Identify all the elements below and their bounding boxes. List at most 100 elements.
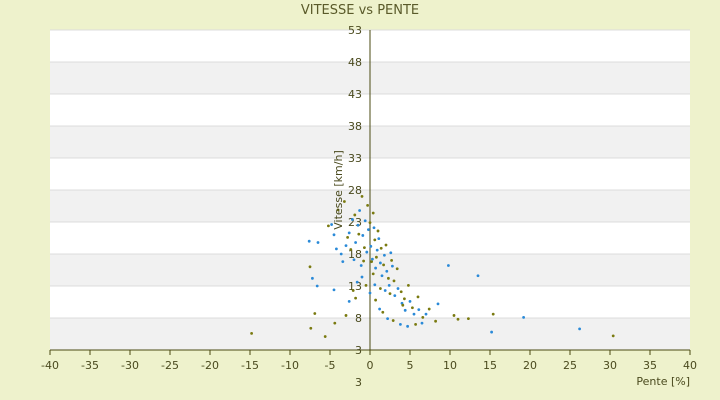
data-points [250, 195, 615, 338]
x-tick-marks [49, 350, 691, 355]
data-point [388, 292, 392, 296]
data-point [309, 326, 313, 330]
data-point [313, 312, 317, 315]
x-tick-label: 20 [523, 359, 537, 372]
data-point [359, 264, 363, 267]
data-point [369, 244, 373, 248]
data-point [344, 314, 348, 317]
data-point [452, 314, 456, 317]
data-point [391, 319, 395, 322]
data-point [368, 291, 372, 295]
y-tick-label: 28 [348, 184, 362, 197]
data-point [424, 312, 428, 316]
data-point [343, 200, 346, 203]
y-tick-label: 53 [348, 24, 362, 37]
y-tick-label: 18 [348, 248, 362, 261]
data-point [447, 264, 450, 267]
data-point [370, 260, 373, 264]
x-tick-label: -30 [121, 359, 139, 372]
data-point [401, 303, 405, 307]
y-tick-label: 23 [348, 216, 362, 229]
data-point [315, 284, 319, 288]
x-tick-label: 15 [483, 359, 497, 372]
data-point [411, 306, 414, 310]
x-tick-label: 10 [443, 359, 457, 372]
y-tick-label: 33 [348, 152, 362, 165]
y-axis-title: Vitesse [km/h] [332, 150, 345, 230]
data-point [308, 265, 312, 269]
data-point [578, 327, 581, 331]
x-tick-label: -5 [325, 359, 336, 372]
x-tick-label: -15 [241, 359, 259, 372]
data-point [346, 235, 349, 239]
data-point [396, 287, 400, 290]
data-point [316, 241, 320, 244]
data-point [490, 330, 493, 334]
data-point [390, 259, 393, 262]
data-point [332, 233, 336, 237]
data-point [365, 250, 369, 254]
data-point [611, 334, 615, 338]
data-point [352, 258, 356, 262]
data-point [385, 269, 389, 273]
data-point [380, 274, 384, 278]
data-point [436, 302, 440, 306]
data-point [336, 208, 340, 212]
data-point [360, 195, 364, 198]
data-point [467, 317, 470, 321]
data-point [327, 224, 330, 228]
x-tick-label: -40 [41, 359, 59, 372]
data-point [373, 283, 377, 287]
data-point [406, 324, 409, 328]
data-point [414, 323, 417, 326]
data-point [377, 237, 381, 241]
data-point [362, 259, 365, 263]
data-point [367, 228, 370, 232]
data-point [371, 272, 375, 276]
data-point [387, 283, 391, 287]
data-point [368, 221, 372, 225]
data-point [347, 299, 351, 303]
data-point [417, 308, 421, 312]
data-point [333, 321, 337, 325]
data-point [456, 317, 460, 321]
data-point [403, 308, 407, 312]
data-point [354, 241, 357, 244]
x-tick-label: -10 [281, 359, 299, 372]
y-tick-label: 13 [348, 280, 362, 293]
data-point [383, 289, 387, 292]
data-point [364, 283, 368, 287]
data-point [323, 335, 327, 338]
y-tick-label: 8 [355, 312, 362, 325]
data-point [356, 223, 360, 227]
x-tick-label: 30 [603, 359, 617, 372]
data-point [361, 234, 365, 237]
x-tick-label: -25 [161, 359, 179, 372]
data-point [392, 279, 396, 283]
x-tick-label: 25 [563, 359, 577, 372]
data-point [384, 243, 388, 247]
data-point [339, 252, 343, 256]
x-tick-label: 0 [367, 359, 374, 372]
x-tick-label: -35 [81, 359, 99, 372]
data-point [351, 289, 355, 292]
x-tick-label: -20 [201, 359, 219, 372]
data-point [399, 323, 402, 326]
x-axis-title: Pente [%] [636, 375, 690, 388]
data-point [421, 315, 425, 319]
data-point [522, 315, 525, 319]
data-point [391, 264, 394, 268]
data-point [371, 211, 375, 215]
data-point [420, 321, 424, 325]
x-tick-labels: -40 -35 -30 -25 -20 -15 -10 -5 0 5 10 15 20 25 30 35 40 [41, 359, 697, 372]
data-point [358, 209, 361, 212]
data-point [407, 283, 410, 287]
y-tick-label: 43 [348, 88, 362, 101]
data-point [399, 290, 403, 294]
data-point [371, 257, 374, 261]
data-point [374, 298, 377, 302]
data-point [349, 248, 353, 251]
data-point [307, 239, 311, 243]
